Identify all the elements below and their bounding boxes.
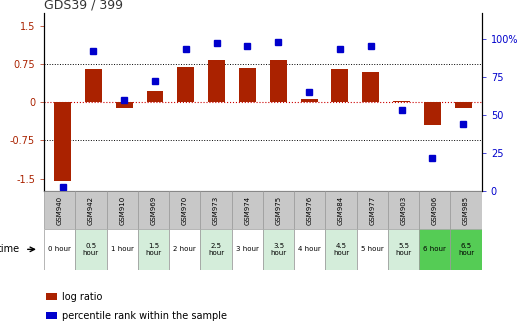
Bar [263,191,294,229]
Bar [451,229,482,270]
Bar [232,229,263,270]
Bar [46,293,57,300]
Bar [239,68,256,102]
Text: 5 hour: 5 hour [361,246,384,252]
Bar [147,91,164,102]
Text: 2 hour: 2 hour [174,246,196,252]
Bar [46,312,57,319]
Bar [200,191,232,229]
Bar [75,191,107,229]
Bar [75,229,107,270]
Text: GSM903: GSM903 [400,196,407,225]
Text: GSM970: GSM970 [182,196,188,225]
Text: 0.5
hour: 0.5 hour [83,243,99,256]
Bar [107,229,138,270]
Text: GSM975: GSM975 [276,196,281,225]
Bar [232,191,263,229]
Text: 5.5
hour: 5.5 hour [396,243,412,256]
Bar [332,69,349,102]
Bar [169,191,200,229]
Text: GSM910: GSM910 [119,196,125,225]
Bar [357,191,388,229]
Bar [169,229,200,270]
Bar [419,191,451,229]
Text: GSM976: GSM976 [307,196,313,225]
Text: 4.5
hour: 4.5 hour [333,243,349,256]
Bar [294,191,325,229]
Bar [138,229,169,270]
Bar [424,102,441,125]
Bar [263,229,294,270]
Text: log ratio: log ratio [62,292,102,301]
Text: GSM969: GSM969 [150,196,156,225]
Bar [85,69,102,102]
Text: 2.5
hour: 2.5 hour [208,243,224,256]
Text: percentile rank within the sample: percentile rank within the sample [62,311,226,321]
Bar [54,102,71,181]
Bar [107,191,138,229]
Text: GDS39 / 399: GDS39 / 399 [44,0,123,12]
Bar [357,229,388,270]
Text: 1.5
hour: 1.5 hour [146,243,162,256]
Bar [116,102,133,108]
Bar [200,229,232,270]
Bar [208,60,225,102]
Bar [455,102,472,108]
Bar [388,229,419,270]
Bar [325,229,357,270]
Text: GSM940: GSM940 [56,196,63,225]
Bar [270,60,287,102]
Bar [300,99,318,102]
Text: 0 hour: 0 hour [48,246,71,252]
Bar [44,191,75,229]
Text: GSM985: GSM985 [463,196,469,225]
Bar [393,101,410,102]
Text: 6 hour: 6 hour [423,246,447,252]
Bar [177,66,194,102]
Text: GSM973: GSM973 [213,196,219,225]
Bar [294,229,325,270]
Text: 6.5
hour: 6.5 hour [458,243,474,256]
Text: 4 hour: 4 hour [298,246,321,252]
Text: GSM974: GSM974 [244,196,250,225]
Text: 1 hour: 1 hour [111,246,134,252]
Text: GSM984: GSM984 [338,196,344,225]
Bar [419,229,451,270]
Bar [362,72,379,102]
Text: GSM977: GSM977 [369,196,376,225]
Bar [325,191,357,229]
Bar [451,191,482,229]
Bar [388,191,419,229]
Text: 3 hour: 3 hour [236,246,258,252]
Text: GSM906: GSM906 [432,196,438,225]
Text: 3.5
hour: 3.5 hour [270,243,286,256]
Bar [44,229,75,270]
Text: time: time [0,244,20,254]
Text: GSM942: GSM942 [88,196,94,225]
Bar [138,191,169,229]
